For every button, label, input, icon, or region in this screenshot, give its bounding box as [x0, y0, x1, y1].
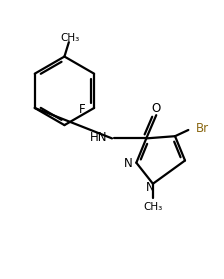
- Text: CH₃: CH₃: [60, 33, 80, 43]
- Text: N: N: [124, 157, 132, 170]
- Text: HN: HN: [90, 131, 107, 144]
- Text: F: F: [79, 103, 85, 116]
- Text: N: N: [146, 181, 154, 194]
- Text: O: O: [152, 102, 161, 115]
- Text: Br: Br: [196, 122, 209, 135]
- Text: CH₃: CH₃: [143, 202, 163, 212]
